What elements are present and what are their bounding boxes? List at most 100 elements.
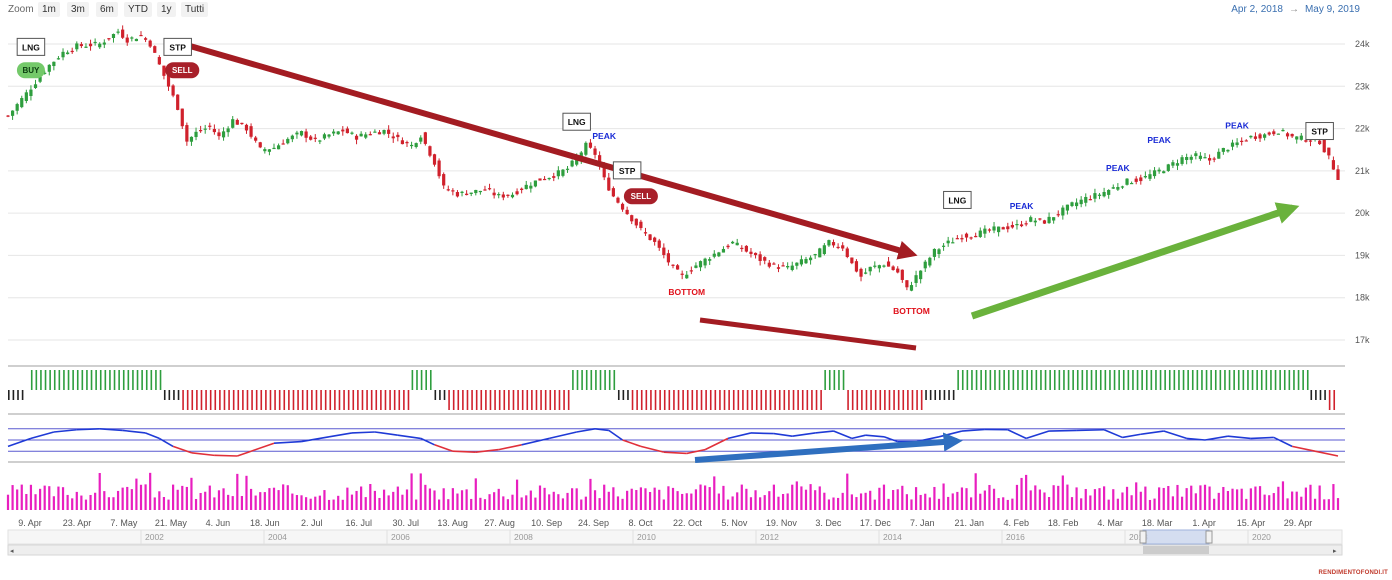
zoom-1y-button[interactable]: 1y: [157, 2, 176, 17]
signal-bar: [1104, 370, 1107, 390]
oscillator-segment: [1140, 430, 1164, 436]
volume-bar: [1075, 487, 1078, 510]
candle-body: [786, 266, 790, 268]
signal-bar: [443, 390, 446, 400]
volume-bar: [736, 492, 739, 510]
candle-body: [1322, 139, 1326, 153]
range-to[interactable]: May 9, 2019: [1304, 4, 1360, 15]
signal-bar: [292, 390, 295, 410]
candle-body: [1203, 157, 1207, 159]
candle-body: [52, 61, 56, 67]
volume-bar: [694, 489, 698, 510]
candle-body: [56, 58, 61, 60]
volume-bar: [1236, 489, 1239, 510]
candle-body: [75, 43, 79, 50]
candle-body: [983, 228, 987, 234]
candle-body: [653, 237, 657, 242]
volume-bar: [1057, 485, 1060, 510]
signal-bar: [1168, 370, 1171, 390]
candle-body: [153, 46, 157, 53]
candle-body: [1152, 170, 1157, 177]
volume-bar: [456, 493, 459, 510]
volume-bar: [1263, 494, 1266, 510]
candle-body: [79, 44, 83, 47]
navigator-scroll-thumb[interactable]: [1143, 546, 1209, 554]
signal-bar: [214, 390, 217, 410]
candle-body: [850, 257, 854, 264]
signal-bar: [99, 370, 102, 390]
volume-bar: [236, 473, 239, 510]
zoom-ytd-button[interactable]: YTD: [124, 2, 152, 17]
volume-bar: [29, 484, 33, 510]
volume-bar: [227, 494, 230, 510]
volume-bar: [538, 485, 542, 510]
navigator-handle[interactable]: [1139, 530, 1147, 544]
volume-bar: [428, 488, 432, 510]
candle-body: [1001, 227, 1005, 230]
candle-body: [575, 157, 579, 165]
scroll-left-icon[interactable]: ◂: [10, 547, 14, 555]
volume-bar: [277, 490, 280, 510]
volume-bar: [896, 489, 899, 510]
zoom-3m-button[interactable]: 3m: [67, 2, 89, 17]
volume-bar: [1304, 487, 1307, 510]
candle-body: [726, 245, 730, 248]
signal-bar: [1086, 370, 1088, 390]
volume-bar: [1240, 488, 1243, 510]
volume-bar: [1011, 498, 1014, 510]
volume-bar: [1249, 488, 1252, 510]
oscillator-segment: [1186, 437, 1206, 441]
candle-body: [836, 246, 840, 249]
oscillator-segment: [1291, 445, 1316, 452]
signal-bar: [856, 390, 859, 410]
volume-bar: [346, 487, 349, 510]
signal-bar: [948, 390, 950, 400]
signal-bar: [1328, 390, 1331, 410]
stock-chart[interactable]: 24k 23k 22k 21k 20k 19k 18k 17k LNG BUY PEAK STP SE…: [0, 22, 1392, 570]
signal-bar: [141, 370, 143, 390]
y-tick-label: 19k: [1355, 250, 1370, 260]
candle-body: [565, 168, 570, 170]
candle-body: [969, 237, 973, 239]
price-candles: [6, 25, 1340, 292]
candle-body: [822, 245, 826, 255]
candle-body: [121, 29, 125, 38]
candle-body: [515, 191, 519, 195]
volume-bar: [869, 490, 872, 510]
signal-box: [163, 37, 192, 56]
candle-body: [1116, 187, 1120, 190]
scroll-right-icon[interactable]: ▸: [1333, 547, 1337, 555]
oscillator-panel: [7, 428, 1345, 463]
x-tick-label: 1. Apr: [1192, 518, 1216, 528]
volume-bar: [1061, 475, 1064, 510]
oscillator-segment: [1049, 429, 1077, 432]
candle-body: [1258, 134, 1262, 139]
candle-body: [437, 160, 441, 177]
date-range[interactable]: Apr 2, 2018 → May 9, 2019: [1231, 4, 1360, 15]
candle-body: [1212, 158, 1216, 160]
volume-bar: [451, 488, 454, 510]
candle-body: [1295, 136, 1299, 140]
candle-body: [332, 131, 336, 134]
navigator-selection[interactable]: [1142, 529, 1210, 545]
oscillator-segment: [1122, 433, 1141, 439]
volume-bar: [947, 496, 950, 510]
signal-bar: [1196, 370, 1199, 390]
zoom-1m-button[interactable]: 1m: [38, 2, 60, 17]
signal-box: [562, 112, 591, 131]
signal-bar: [132, 370, 134, 390]
volume-bar: [1291, 491, 1294, 510]
candle-body: [139, 34, 143, 37]
range-from[interactable]: Apr 2, 2018: [1231, 4, 1283, 15]
candle-body: [1065, 204, 1070, 211]
navigator-handle[interactable]: [1205, 530, 1213, 544]
candle-body: [951, 242, 955, 244]
candle-body: [474, 189, 478, 194]
zoom-all-button[interactable]: Tutti: [181, 2, 209, 17]
candle-body: [905, 280, 909, 288]
zoom-6m-button[interactable]: 6m: [96, 2, 118, 17]
signal-bar: [567, 390, 570, 410]
candle-body: [1194, 153, 1198, 157]
volume-bar: [685, 493, 688, 510]
volume-bar: [1194, 493, 1197, 510]
